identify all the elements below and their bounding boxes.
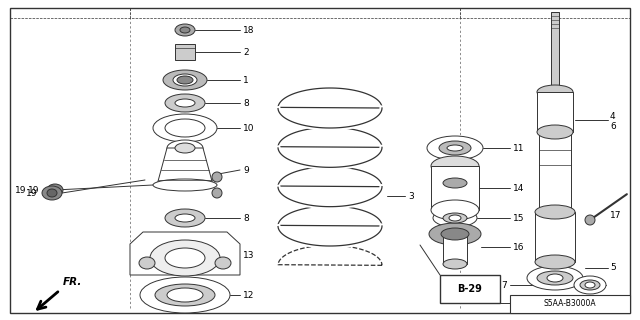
Ellipse shape — [547, 274, 563, 282]
Ellipse shape — [447, 145, 463, 151]
Text: 19: 19 — [15, 186, 26, 195]
Ellipse shape — [449, 215, 461, 221]
Text: 19: 19 — [26, 188, 37, 197]
Text: 9: 9 — [243, 165, 249, 174]
Ellipse shape — [153, 114, 217, 142]
Ellipse shape — [175, 214, 195, 222]
Text: 19: 19 — [28, 186, 40, 195]
Text: 17: 17 — [610, 211, 621, 220]
Ellipse shape — [212, 188, 222, 198]
Ellipse shape — [175, 99, 195, 107]
Ellipse shape — [535, 255, 575, 269]
Bar — [535, 212, 575, 262]
Ellipse shape — [429, 223, 481, 245]
Text: 13: 13 — [243, 251, 255, 260]
Ellipse shape — [180, 27, 190, 33]
Text: 6: 6 — [610, 122, 616, 131]
Text: 18: 18 — [243, 26, 255, 35]
Ellipse shape — [537, 125, 573, 139]
Text: 8: 8 — [243, 99, 249, 108]
Text: 11: 11 — [513, 143, 525, 153]
Bar — [440, 275, 500, 303]
Bar — [510, 295, 630, 313]
Text: 2: 2 — [243, 47, 248, 57]
Ellipse shape — [585, 215, 595, 225]
Polygon shape — [157, 148, 213, 185]
Ellipse shape — [163, 70, 207, 90]
Ellipse shape — [427, 136, 483, 160]
Ellipse shape — [167, 288, 203, 302]
Text: 15: 15 — [513, 213, 525, 222]
Text: 5: 5 — [610, 263, 616, 273]
Ellipse shape — [173, 74, 197, 86]
Ellipse shape — [527, 266, 583, 290]
Ellipse shape — [580, 280, 600, 290]
Ellipse shape — [574, 276, 606, 294]
Ellipse shape — [47, 184, 63, 196]
Ellipse shape — [433, 209, 477, 227]
Bar — [539, 132, 571, 212]
Ellipse shape — [150, 240, 220, 276]
Ellipse shape — [153, 179, 217, 191]
Ellipse shape — [165, 248, 205, 268]
Ellipse shape — [167, 140, 203, 156]
Ellipse shape — [215, 257, 231, 269]
Ellipse shape — [431, 200, 479, 220]
Ellipse shape — [155, 284, 215, 306]
Text: 14: 14 — [513, 183, 524, 193]
Ellipse shape — [537, 85, 573, 99]
Ellipse shape — [140, 277, 230, 313]
Ellipse shape — [177, 76, 193, 84]
Ellipse shape — [535, 205, 575, 219]
Ellipse shape — [443, 259, 467, 269]
Text: 10: 10 — [243, 124, 255, 132]
Ellipse shape — [165, 119, 205, 137]
Text: B-29: B-29 — [458, 284, 483, 294]
Polygon shape — [130, 232, 240, 275]
Ellipse shape — [42, 186, 62, 200]
Text: 7: 7 — [501, 281, 507, 290]
Ellipse shape — [212, 172, 222, 182]
Ellipse shape — [585, 282, 595, 288]
Ellipse shape — [175, 143, 195, 153]
Ellipse shape — [47, 189, 57, 197]
Ellipse shape — [139, 257, 155, 269]
Text: S5AA-B3000A: S5AA-B3000A — [544, 300, 596, 308]
Ellipse shape — [537, 271, 573, 285]
Ellipse shape — [175, 24, 195, 36]
Text: 12: 12 — [243, 291, 254, 300]
Text: 8: 8 — [243, 213, 249, 222]
Text: 1: 1 — [243, 76, 249, 84]
Bar — [537, 92, 573, 132]
Ellipse shape — [441, 228, 469, 240]
Ellipse shape — [443, 178, 467, 188]
Bar — [175, 44, 195, 60]
Text: 3: 3 — [408, 191, 413, 201]
Ellipse shape — [165, 209, 205, 227]
Ellipse shape — [439, 141, 471, 155]
Ellipse shape — [443, 213, 467, 223]
Text: 16: 16 — [513, 243, 525, 252]
Ellipse shape — [431, 156, 479, 176]
Bar — [443, 234, 467, 264]
Bar — [551, 12, 559, 92]
Ellipse shape — [165, 94, 205, 112]
Text: 4: 4 — [610, 111, 616, 121]
Text: FR.: FR. — [63, 277, 83, 287]
Bar — [431, 166, 479, 210]
